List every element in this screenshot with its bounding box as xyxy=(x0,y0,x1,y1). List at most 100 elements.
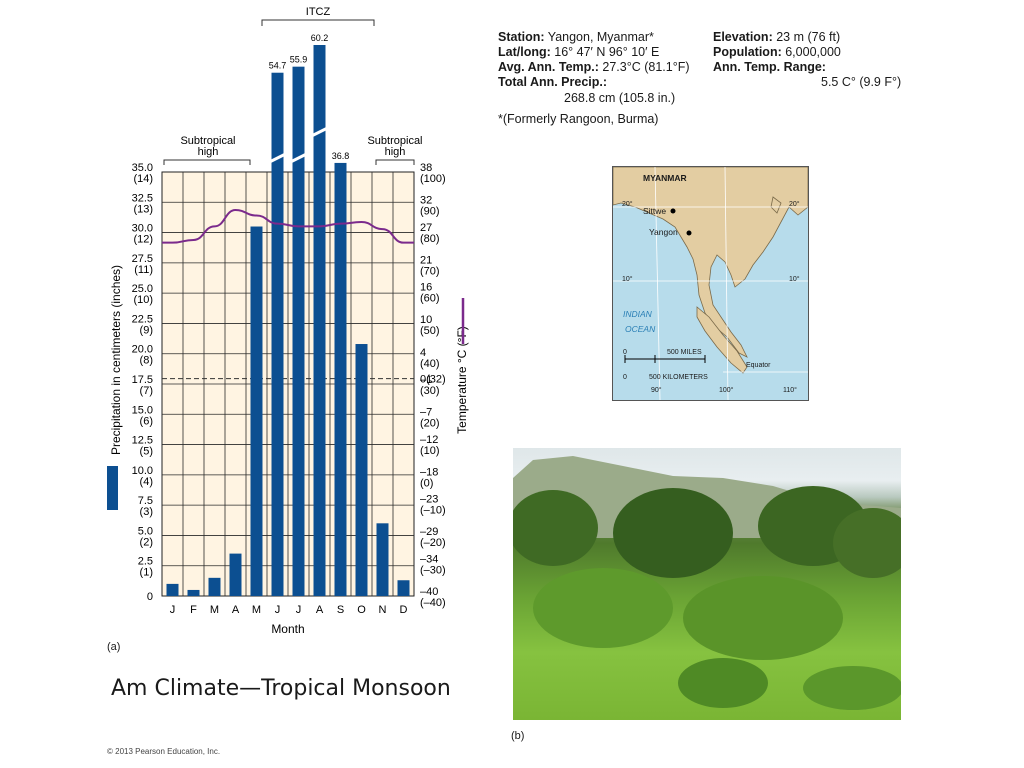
y-tick-label: 15.0 xyxy=(132,404,153,416)
y-tick-label: 32.5 xyxy=(132,192,153,204)
y-tick-label: 12.5 xyxy=(132,435,153,447)
y-tick-sublabel: (14) xyxy=(133,173,153,185)
island xyxy=(770,196,782,214)
bar-value-label: 36.8 xyxy=(332,151,350,161)
y-tick-label: 30.0 xyxy=(132,223,153,235)
y-tick-sublabel: (3) xyxy=(140,506,153,518)
temp-tick-sublabel: (–20) xyxy=(420,537,446,549)
temp-tick-sublabel: (–30) xyxy=(420,564,446,576)
subtropical-high-right-line2: high xyxy=(385,146,406,158)
subtropical-high-right-bracket xyxy=(375,159,415,165)
temp-tick-sublabel: (80) xyxy=(420,233,440,245)
temp-tick-sublabel: (–40) xyxy=(420,597,446,609)
map-city-sittwe: Sittwe xyxy=(643,206,667,216)
y-tick-sublabel: (1) xyxy=(140,567,153,579)
shrub-4 xyxy=(803,666,901,710)
map-lat20-right: 20° xyxy=(789,201,800,208)
latlong-value: 16° 47′ N 96° 10′ E xyxy=(554,45,660,59)
right-axis-ticks: –40(–40) –34(–30) –29(–20) –23(–10) –18(0) –1… xyxy=(420,162,469,609)
temp-tick-label: 0(32) xyxy=(420,374,446,386)
map-lon100: 100° xyxy=(719,387,734,394)
caption-a: (a) xyxy=(107,641,121,653)
temp-tick-label: –34 xyxy=(420,553,438,565)
y-tick-label: 17.5 xyxy=(132,374,153,386)
temp-tick-label: –1 xyxy=(420,374,432,386)
temperature-line xyxy=(162,209,414,244)
left-axis-ticks: 0 2.5(1) 5.0(2) 7.5(3) 10.0(4) 12.5(5) 15.0(6)… xyxy=(107,162,153,603)
caption-b: (b) xyxy=(511,730,525,742)
temp-tick-label: –29 xyxy=(420,526,438,538)
map-lat10-right: 10° xyxy=(789,276,800,283)
precip-bar xyxy=(208,577,221,596)
axis-break-mark xyxy=(268,152,287,164)
temp-tick-label: 10 xyxy=(420,314,432,326)
climograph: 54.755.9 60.2 36.8 0 2.5(1) 5.0(2) 7.5(3) 10.0… xyxy=(107,6,469,636)
slide-title: Am Climate—Tropical Monsoon xyxy=(111,676,451,701)
precip-label: Total Ann. Precip.: xyxy=(498,75,608,89)
subtropical-high-left-bracket xyxy=(163,159,251,165)
month-tick-label: M xyxy=(252,604,261,616)
temp-tick-label: 21 xyxy=(420,254,432,266)
month-tick-label: S xyxy=(337,604,344,616)
temp-tick-sublabel: (30) xyxy=(420,385,440,397)
y-tick-label: 35.0 xyxy=(132,162,153,174)
y-tick-sublabel: (2) xyxy=(140,536,153,548)
y-tick-label: 0 xyxy=(147,591,153,603)
temp-tick-label: –40 xyxy=(420,586,438,598)
temp-range-label: Ann. Temp. Range: xyxy=(713,60,826,74)
bar-value-label: 60.2 xyxy=(311,33,329,43)
shrub-3 xyxy=(678,658,768,708)
y-tick-sublabel: (11) xyxy=(134,264,153,276)
y-tick-sublabel: (4) xyxy=(140,476,153,488)
bar-value-label: 55.9 xyxy=(290,55,308,65)
temp-tick-sublabel: (40) xyxy=(420,358,440,370)
precip-bar xyxy=(313,45,326,596)
temp-tick-sublabel: (60) xyxy=(420,293,440,305)
precip-bar xyxy=(292,66,305,596)
month-tick-label: M xyxy=(210,604,219,616)
y-tick-label: 10.0 xyxy=(132,465,153,477)
y-tick-sublabel: (9) xyxy=(140,324,153,336)
y-tick-label: 5.0 xyxy=(138,525,153,537)
population-value: 6,000,000 xyxy=(785,45,841,59)
temp-tick-label: 32 xyxy=(420,195,432,207)
temp-tick-sublabel: (10) xyxy=(420,445,440,457)
station-value: Yangon, Myanmar* xyxy=(547,30,654,44)
temp-range-value: 5.5 C° (9.9 F°) xyxy=(821,75,902,89)
y-tick-label: 20.0 xyxy=(132,344,153,356)
tree-1 xyxy=(513,490,598,566)
shrub-1 xyxy=(533,568,673,648)
axis-break-mark xyxy=(289,152,308,164)
month-tick-label: F xyxy=(190,604,197,616)
month-tick-label: O xyxy=(357,604,366,616)
population-label: Population: xyxy=(713,45,782,59)
temp-tick-sublabel: (90) xyxy=(420,206,440,218)
precip-bar xyxy=(166,583,179,596)
precip-bar xyxy=(397,580,410,596)
temp-tick-sublabel: (20) xyxy=(420,418,440,430)
temp-tick-sublabel: (0) xyxy=(420,477,433,489)
y-tick-sublabel: (12) xyxy=(133,234,153,246)
copyright: © 2013 Pearson Education, Inc. xyxy=(107,747,221,756)
precip-bar xyxy=(187,589,200,596)
map-drawing xyxy=(613,167,808,400)
shrub-2 xyxy=(683,576,843,660)
temp-tick-label: –18 xyxy=(420,466,438,478)
map-zero-2: 0 xyxy=(623,374,627,381)
y-tick-label: 7.5 xyxy=(138,495,153,507)
temp-tick-sublabel: (100) xyxy=(420,173,446,185)
temp-tick-sublabel: (–10) xyxy=(420,505,446,517)
y2-axis-label: Temperature °C (°F) xyxy=(455,326,469,434)
precip-bar xyxy=(355,344,368,596)
map-lon90: 90° xyxy=(651,387,662,394)
subtropical-high-left-line2: high xyxy=(198,146,219,158)
lon-90-line xyxy=(654,167,661,400)
avgtemp-label: Avg. Ann. Temp.: xyxy=(498,60,599,74)
precip-bar xyxy=(250,226,263,596)
y-tick-sublabel: (13) xyxy=(133,203,153,215)
precipitation-bars: 54.755.9 60.2 36.8 xyxy=(166,33,410,596)
sittwe-dot xyxy=(670,208,676,214)
map-city-yangon: Yangon xyxy=(649,227,678,237)
precip-bar xyxy=(271,72,284,596)
month-tick-label: D xyxy=(400,604,408,616)
